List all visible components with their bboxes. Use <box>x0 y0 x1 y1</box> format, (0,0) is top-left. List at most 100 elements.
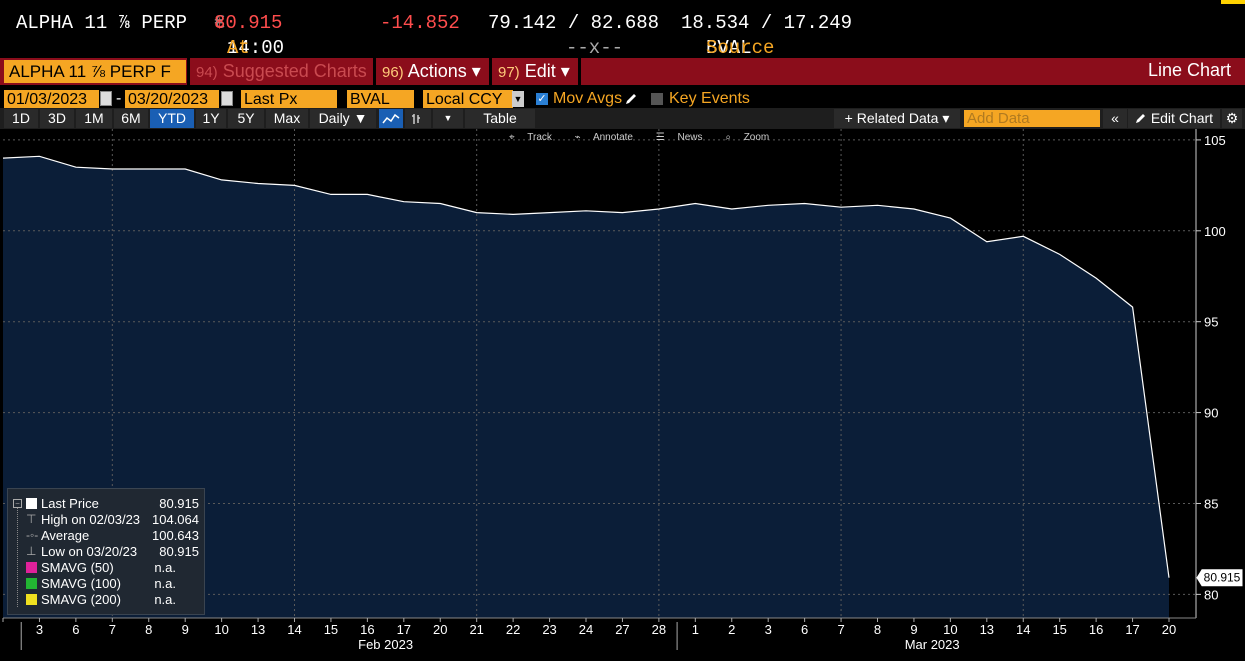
legend-value: 100.643 <box>152 528 199 543</box>
legend-value: 80.915 <box>159 496 199 511</box>
legend-average: -◦- Average 100.643 <box>8 528 206 544</box>
x-tick-label: 13 <box>251 622 265 637</box>
menu-number: 96) <box>382 64 404 81</box>
security-field[interactable]: ALPHA 11 ⅞ PERP F <box>4 60 186 83</box>
currency-symbol: € <box>214 12 226 34</box>
chart-legend[interactable]: − Last Price 80.915 ⊤ High on 02/03/23 1… <box>7 488 205 615</box>
end-date-field[interactable]: 03/20/2023 <box>125 90 219 109</box>
legend-swatch-smavg-50 <box>26 562 37 573</box>
x-tick-label: 23 <box>542 622 556 637</box>
mov-avgs-label: Mov Avgs <box>553 90 623 107</box>
bar-chart-icon[interactable] <box>405 109 431 128</box>
legend-high: ⊤ High on 02/03/23 104.064 <box>8 512 206 528</box>
x-tick-label: 15 <box>1052 622 1066 637</box>
price-value: 80.915 <box>214 12 283 34</box>
period-6m-button[interactable]: 6M <box>114 109 148 128</box>
edit-menu[interactable]: 97) Edit ▾ <box>492 60 578 83</box>
start-date-field[interactable]: 01/03/2023 <box>4 90 99 109</box>
legend-swatch-smavg-100 <box>26 578 37 589</box>
annotate-button[interactable]: ⌁ Annotate <box>575 132 643 143</box>
x-tick-label: 20 <box>433 622 447 637</box>
x-tick-label: 1 <box>692 622 699 637</box>
news-icon: ☰ <box>655 132 665 143</box>
currency-selector[interactable]: Local CCY <box>423 90 513 109</box>
x-tick-label: 9 <box>910 622 917 637</box>
corner-marker <box>1221 0 1245 4</box>
net-change: -14.852 <box>380 12 460 34</box>
suggested-charts-menu[interactable]: 94) Suggested Charts <box>190 60 372 83</box>
gear-icon[interactable]: ⚙ <box>1222 109 1242 128</box>
period-ytd-button[interactable]: YTD <box>150 109 194 128</box>
period-3d-button[interactable]: 3D <box>40 109 74 128</box>
x-tick-label: 3 <box>36 622 43 637</box>
field-selector[interactable]: Last Px <box>241 90 337 109</box>
month-label: Feb 2023 <box>358 637 413 652</box>
calendar-icon[interactable] <box>100 91 112 106</box>
low-marker-icon: ⊥ <box>26 544 37 558</box>
period-max-button[interactable]: Max <box>266 109 308 128</box>
collapse-icon[interactable]: « <box>1103 109 1127 128</box>
x-tick-label: 8 <box>145 622 152 637</box>
x-tick-label: 16 <box>1089 622 1103 637</box>
edit-chart-button[interactable]: Edit Chart <box>1128 109 1220 128</box>
legend-smavg-50[interactable]: SMAVG (50) n.a. <box>8 560 206 576</box>
related-data-menu[interactable]: + Related Data ▾ <box>834 109 960 128</box>
source-label: Source <box>706 37 775 59</box>
menu-number: 97) <box>498 64 520 81</box>
price-area-fill <box>3 156 1169 619</box>
legend-swatch-smavg-200 <box>26 594 37 605</box>
menu-label: Edit ▾ <box>524 61 570 81</box>
crosshair-icon: ⌖ <box>509 132 515 143</box>
x-tick-label: 2 <box>728 622 735 637</box>
legend-smavg-100[interactable]: SMAVG (100) n.a. <box>8 576 206 592</box>
legend-value: n.a. <box>154 576 176 591</box>
at-label: At <box>227 37 250 59</box>
time-value: 14:00 <box>227 37 285 59</box>
x-tick-label: 20 <box>1162 622 1176 637</box>
bid-ask: 79.142 / 82.688 <box>488 12 660 34</box>
x-tick-label: 17 <box>1125 622 1139 637</box>
chart-toolbar: 1D 3D 1M 6M YTD 1Y 5Y Max Daily ▼ ▼ Tabl… <box>0 108 1245 129</box>
key-events-checkbox[interactable] <box>651 93 663 105</box>
legend-value: 104.064 <box>152 512 199 527</box>
x-tick-label: 28 <box>652 622 666 637</box>
bid-ask-yields: 18.534 / 17.249 <box>681 12 853 34</box>
track-button[interactable]: ⌖ Track <box>509 132 562 143</box>
divider <box>489 58 492 85</box>
track-label: Track <box>527 132 552 143</box>
period-1m-button[interactable]: 1M <box>76 109 112 128</box>
news-button[interactable]: ☰ News <box>656 132 713 143</box>
legend-label: SMAVG (100) <box>41 576 121 591</box>
x-tick-label: 17 <box>397 622 411 637</box>
frequency-selector[interactable]: Daily ▼ <box>310 109 376 128</box>
table-button[interactable]: Table <box>465 109 535 128</box>
calendar-icon[interactable] <box>221 91 233 106</box>
legend-swatch-last-price <box>26 498 37 509</box>
legend-last-price[interactable]: Last Price 80.915 <box>8 496 206 512</box>
period-1y-button[interactable]: 1Y <box>196 109 226 128</box>
average-marker-icon: -◦- <box>26 528 39 542</box>
legend-smavg-200[interactable]: SMAVG (200) n.a. <box>8 592 206 608</box>
pricing-source: Source BVAL <box>706 37 774 59</box>
add-data-input[interactable]: Add Data <box>964 110 1100 127</box>
size-value: --x-- <box>566 37 624 59</box>
x-tick-label: 14 <box>1016 622 1030 637</box>
magnifier-icon: ⌕ <box>725 132 731 143</box>
chevron-down-icon[interactable]: ▼ <box>512 91 524 107</box>
period-5y-button[interactable]: 5Y <box>228 109 264 128</box>
function-bar: ALPHA 11 ⅞ PERP F 94) Suggested Charts 9… <box>0 58 1245 85</box>
pencil-icon[interactable] <box>624 92 638 106</box>
period-1d-button[interactable]: 1D <box>4 109 38 128</box>
source-field[interactable]: BVAL <box>347 90 414 109</box>
chevron-down-icon[interactable]: ▼ <box>433 109 463 128</box>
chart-area[interactable]: 80 85 90 95 100 105 3 6 7 8 9 10 13 14 15 16 17 20 21 22 23 2… <box>0 129 1245 661</box>
actions-menu[interactable]: 96) Actions ▾ <box>376 60 488 83</box>
collapse-icon[interactable]: − <box>13 499 22 508</box>
mov-avgs-checkbox[interactable]: ✓ <box>536 93 548 105</box>
x-tick-label: 27 <box>615 622 629 637</box>
y-tick-label: 90 <box>1204 406 1218 421</box>
line-chart-icon[interactable] <box>379 109 403 128</box>
zoom-button[interactable]: ⌕ Zoom <box>725 132 779 143</box>
legend-value: n.a. <box>154 592 176 607</box>
